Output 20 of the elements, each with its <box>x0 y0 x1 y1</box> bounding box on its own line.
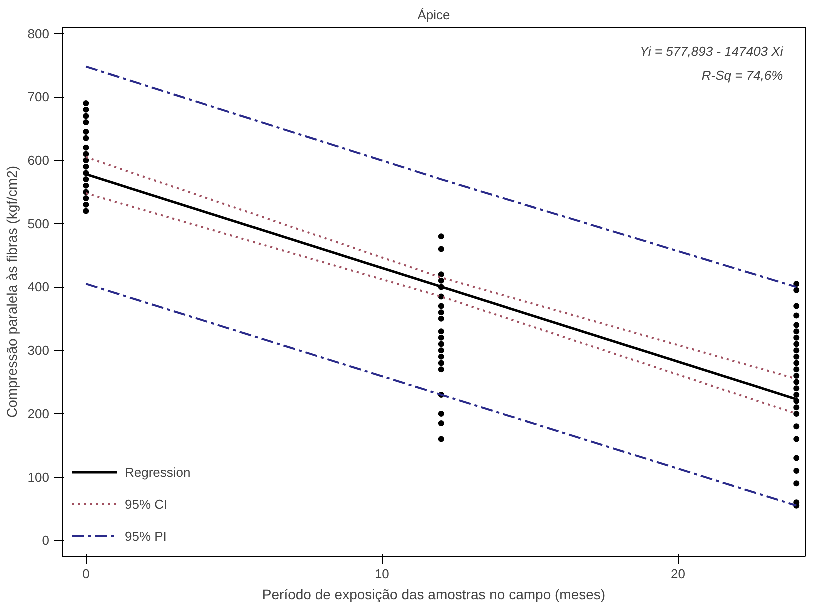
legend-label: 95% CI <box>125 496 168 512</box>
legend-label: Regression <box>125 464 191 480</box>
y-tick-label: 800 <box>28 26 50 42</box>
chart-title: Ápice <box>418 8 450 22</box>
y-tick-label: 400 <box>28 280 50 295</box>
x-tick-label: 10 <box>374 566 390 582</box>
y-tick-label: 300 <box>28 343 50 358</box>
annotation: R-Sq = 74,6% <box>702 68 784 84</box>
annotation: Yi = 577,893 - 147403 Xi <box>640 44 784 60</box>
y-tick-label: 100 <box>28 470 50 485</box>
y-tick-label: 700 <box>28 90 50 105</box>
y-tick-label: 500 <box>28 216 50 232</box>
x-tick-label: 0 <box>82 566 90 582</box>
y-tick-label: 200 <box>28 406 50 422</box>
legend-label: 95% PI <box>125 528 167 544</box>
y-axis-title: Compressão paralela às fibras (kgf/cm2) <box>4 166 20 418</box>
y-tick-label: 600 <box>28 153 50 168</box>
x-axis-title: Período de exposição das amostras no campo (meses) <box>262 586 606 602</box>
y-tick-label: 0 <box>42 533 50 548</box>
x-tick-label: 20 <box>670 566 686 582</box>
